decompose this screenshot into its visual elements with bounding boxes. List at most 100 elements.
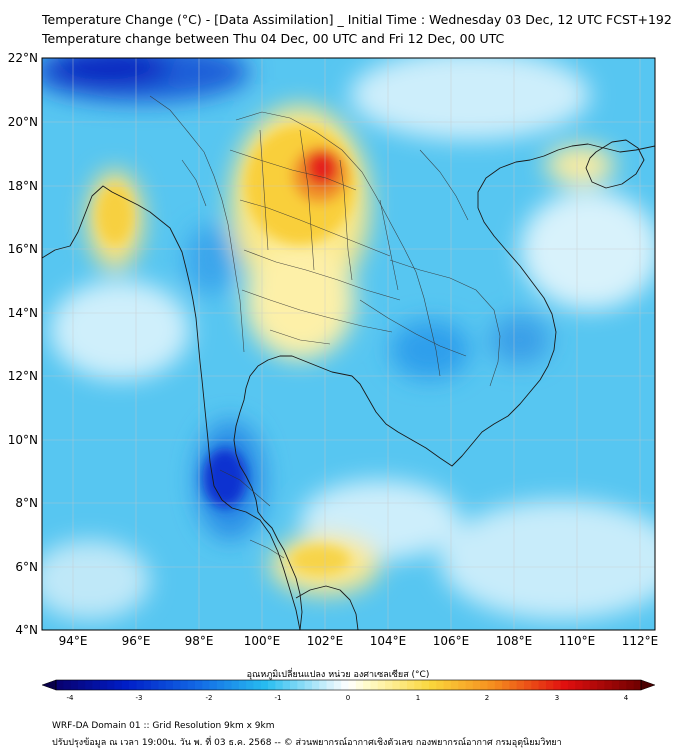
colorbar-cell <box>509 680 518 690</box>
colorbar-cell <box>85 680 93 690</box>
colorbar-cell <box>465 680 474 690</box>
colorbar-cell <box>524 680 532 690</box>
colorbar-cell <box>114 680 123 690</box>
colorbar-cell <box>194 680 203 690</box>
colorbar-cell <box>107 680 115 690</box>
colorbar-cell <box>253 680 262 690</box>
colorbar-cell <box>626 680 635 690</box>
colorbar-tick-label: 0 <box>346 694 350 702</box>
colorbar-cell <box>582 680 591 690</box>
colorbar-cell <box>589 680 598 690</box>
colorbar-cell <box>282 680 291 690</box>
lat-label: 10°N <box>8 433 38 447</box>
colorbar-cell <box>363 680 371 690</box>
colorbar-cell <box>480 680 488 690</box>
colorbar-cell <box>604 680 613 690</box>
colorbar-cell <box>392 680 401 690</box>
colorbar-cell <box>238 680 247 690</box>
colorbar-cell <box>472 680 481 690</box>
colorbar-max-arrow <box>640 679 656 691</box>
lon-label: 112°E <box>622 634 659 648</box>
colorbar-cell <box>224 680 232 690</box>
colorbar-cell <box>553 680 561 690</box>
colorbar-cell <box>304 680 313 690</box>
colorbar-tick-label: -3 <box>136 694 143 702</box>
colorbar-cell <box>99 680 108 690</box>
colorbar-cells <box>56 680 642 690</box>
map-title: Temperature Change (°C) - [Data Assimila… <box>42 12 672 27</box>
colorbar-cell <box>421 680 430 690</box>
colorbar-cell <box>268 680 276 690</box>
colorbar-cell <box>348 680 357 690</box>
colorbar-cell <box>165 680 174 690</box>
colorbar-tick-label: 1 <box>416 694 420 702</box>
temperature-map: 22°N 20°N 18°N 16°N 14°N 12°N 10°N 8°N 6… <box>8 51 659 648</box>
colorbar-cell <box>531 680 540 690</box>
colorbar-cell <box>575 680 583 690</box>
colorbar-cell <box>538 680 547 690</box>
colorbar-cell <box>297 680 306 690</box>
colorbar-cell <box>502 680 510 690</box>
colorbar-cell <box>487 680 496 690</box>
colorbar-frame <box>55 679 642 691</box>
colorbar-cell <box>151 680 159 690</box>
lon-label: 100°E <box>244 634 281 648</box>
lat-label: 18°N <box>8 179 38 193</box>
map-subtitle: Temperature change between Thu 04 Dec, 0… <box>42 31 505 46</box>
lon-label: 94°E <box>59 634 88 648</box>
footer-update-info: ปรับปรุงข้อมูล ณ เวลา 19:00น. วัน พ. ที่… <box>52 738 562 748</box>
colorbar-cell <box>333 680 342 690</box>
colorbar-cell <box>567 680 576 690</box>
lon-label: 110°E <box>559 634 596 648</box>
colorbar-title: อุณหภูมิเปลี่ยนแปลง หน่วย องศาเซลเซียส (… <box>246 670 430 680</box>
colorbar-cell <box>260 680 269 690</box>
colorbar-cell <box>92 680 101 690</box>
colorbar-cell <box>436 680 444 690</box>
colorbar-cell <box>246 680 254 690</box>
lat-label: 16°N <box>8 242 38 256</box>
colorbar-cell <box>173 680 181 690</box>
colorbar-cell <box>158 680 167 690</box>
colorbar-cell <box>370 680 379 690</box>
colorbar-cell <box>399 680 408 690</box>
colorbar-cell <box>311 680 320 690</box>
lon-label: 96°E <box>122 634 151 648</box>
map-frame <box>41 57 656 631</box>
colorbar-cell <box>377 680 386 690</box>
colorbar-cell <box>180 680 189 690</box>
coastlines <box>42 139 655 630</box>
colorbar-cell <box>611 680 620 690</box>
lat-label: 6°N <box>15 560 38 574</box>
colorbar-tick-label: 4 <box>624 694 629 702</box>
colorbar-cell <box>121 680 130 690</box>
colorbar-cell <box>216 680 225 690</box>
colorbar-cell <box>516 680 525 690</box>
colorbar-tick-label: 2 <box>485 694 489 702</box>
footer-model-info: WRF-DA Domain 01 :: Grid Resolution 9km … <box>52 721 275 731</box>
colorbar: -4 -3 -2 -1 0 1 2 3 4 <box>41 679 656 702</box>
colorbar-cell <box>209 680 218 690</box>
lat-axis: 22°N 20°N 18°N 16°N 14°N 12°N 10°N 8°N 6… <box>8 51 38 637</box>
colorbar-tick-label: -4 <box>67 694 75 702</box>
colorbar-cell <box>414 680 423 690</box>
colorbar-cell <box>428 680 437 690</box>
colorbar-cell <box>560 680 569 690</box>
lat-label: 14°N <box>8 306 38 320</box>
colorbar-tick-label: -2 <box>206 694 213 702</box>
colorbar-tick-label: -1 <box>275 694 282 702</box>
colorbar-cell <box>290 680 298 690</box>
colorbar-cell <box>275 680 284 690</box>
colorbar-ticks: -4 -3 -2 -1 0 1 2 3 4 <box>67 694 629 702</box>
borders <box>149 95 501 559</box>
colorbar-cell <box>458 680 466 690</box>
colorbar-cell <box>341 680 349 690</box>
temperature-field <box>42 58 655 630</box>
colorbar-cell <box>136 680 145 690</box>
colorbar-cell <box>633 680 642 690</box>
colorbar-cell <box>443 680 452 690</box>
lon-label: 98°E <box>185 634 214 648</box>
colorbar-cell <box>202 680 210 690</box>
lon-label: 108°E <box>496 634 533 648</box>
colorbar-cell <box>129 680 137 690</box>
colorbar-cell <box>187 680 196 690</box>
